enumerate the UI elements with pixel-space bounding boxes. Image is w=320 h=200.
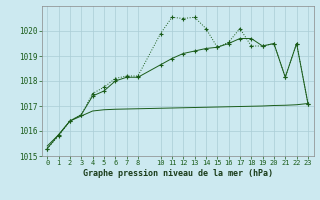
X-axis label: Graphe pression niveau de la mer (hPa): Graphe pression niveau de la mer (hPa) <box>83 169 273 178</box>
